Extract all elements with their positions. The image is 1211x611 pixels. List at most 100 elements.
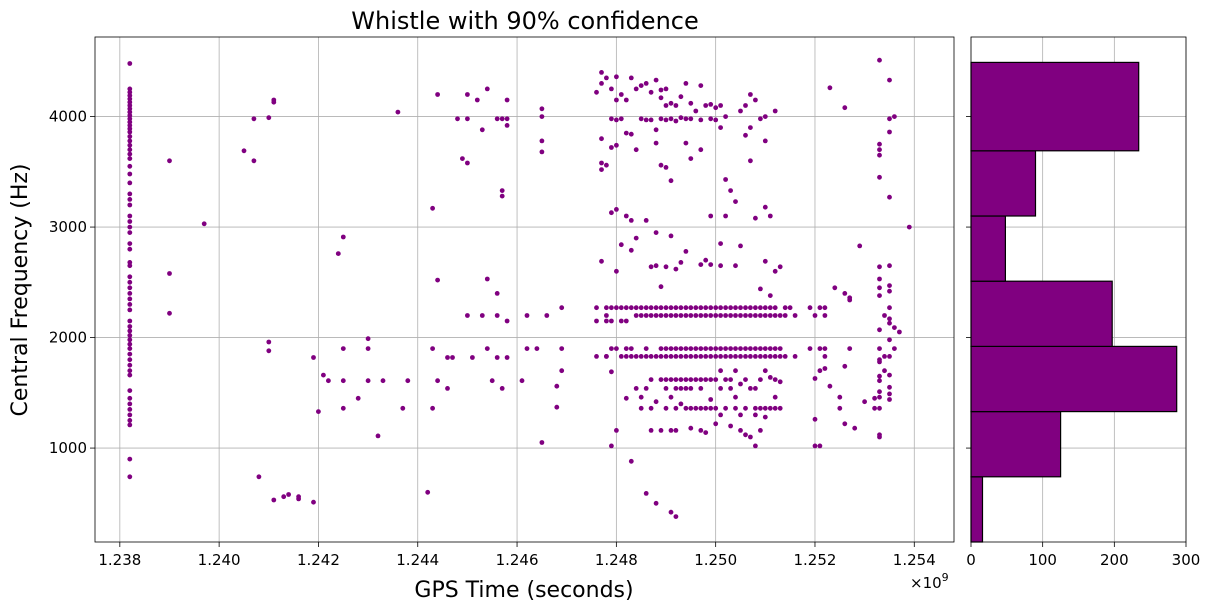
scatter-point <box>638 116 644 122</box>
scatter-point <box>877 264 882 270</box>
scatter-point <box>842 105 848 111</box>
scatter-point <box>479 313 485 318</box>
scatter-point <box>628 346 634 351</box>
scatter-point <box>882 354 887 359</box>
scatter-point <box>494 313 500 318</box>
scatter-point <box>653 77 659 83</box>
scatter-point <box>594 89 599 95</box>
scatter-point <box>718 125 723 130</box>
scatter-point <box>623 213 629 219</box>
scatter-grid <box>95 37 954 542</box>
scatter-point <box>683 305 689 311</box>
scatter-point <box>614 74 619 80</box>
scatter-point <box>758 377 763 382</box>
scatter-point <box>762 138 768 144</box>
scatter-point <box>758 305 763 311</box>
scatter-point <box>762 414 768 420</box>
scatter-point <box>688 156 694 162</box>
scatter-point <box>638 394 644 400</box>
scatter-point <box>678 386 684 391</box>
scatter-point <box>599 70 604 75</box>
scatter-point <box>609 305 614 311</box>
scatter-point <box>663 86 669 92</box>
scatter-point <box>812 313 818 318</box>
scatter-y-ticks: 1000 2000 3000 4000 <box>49 108 95 457</box>
scatter-point <box>340 346 346 351</box>
scatter-point <box>618 92 624 97</box>
scatter-point <box>668 377 674 382</box>
scatter-point <box>266 339 272 345</box>
scatter-point <box>728 423 733 429</box>
scatter-point <box>703 354 709 359</box>
scatter-point <box>777 346 783 351</box>
scatter-point <box>648 305 654 311</box>
scatter-point <box>127 324 133 329</box>
hist-x-tick-label: 0 <box>966 551 976 569</box>
scatter-point <box>643 313 649 318</box>
scatter-point <box>633 235 639 241</box>
scatter-point <box>673 118 679 124</box>
scatter-point <box>633 313 639 318</box>
scatter-point <box>688 100 694 106</box>
scatter-point <box>758 313 763 318</box>
scatter-point <box>683 81 689 86</box>
scatter-point <box>887 354 892 359</box>
scatter-point <box>609 86 614 92</box>
scatter-point <box>127 318 133 324</box>
scatter-point <box>499 188 505 194</box>
scatter-point <box>683 249 689 254</box>
scatter-point <box>887 372 892 378</box>
scatter-point <box>777 379 783 385</box>
scatter-point <box>127 219 133 224</box>
scatter-point <box>127 123 133 128</box>
scatter-point <box>847 346 853 351</box>
scatter-point <box>678 313 684 318</box>
scatter-point <box>609 116 614 122</box>
scatter-point <box>609 145 614 150</box>
scatter-point <box>425 489 431 495</box>
scatter-point <box>703 305 709 311</box>
scatter-point <box>450 355 455 360</box>
scatter-point <box>772 305 778 311</box>
x-tick-label: 1.254 <box>893 551 936 569</box>
scatter-point <box>906 224 912 230</box>
scatter-point <box>355 395 361 401</box>
scatter-point <box>326 378 331 384</box>
scatter-point <box>638 305 644 311</box>
scatter-point <box>877 147 882 153</box>
scatter-point <box>688 405 694 411</box>
scatter-point <box>127 156 133 162</box>
scatter-point <box>623 130 629 136</box>
scatter-point <box>609 346 614 351</box>
scatter-point <box>738 354 743 359</box>
scatter-point <box>127 109 133 115</box>
scatter-point <box>718 313 723 318</box>
scatter-point <box>762 405 768 411</box>
scatter-point <box>286 492 291 497</box>
scatter-point <box>628 354 634 359</box>
histogram-bars <box>970 61 1178 543</box>
scatter-point <box>743 313 748 318</box>
scatter-point <box>668 346 674 351</box>
scatter-point <box>618 116 624 122</box>
scatter-point <box>668 313 674 318</box>
scatter-point <box>877 359 882 365</box>
scatter-point <box>663 103 669 108</box>
scatter-point <box>663 264 669 270</box>
scatter-panel: Whistle with 90% confidence 1.238 1.240 1.… <box>8 7 955 603</box>
scatter-point <box>633 147 639 153</box>
scatter-point <box>882 368 887 374</box>
scatter-point <box>708 377 714 382</box>
scatter-point <box>723 177 728 182</box>
scatter-point <box>678 305 684 311</box>
scatter-point <box>316 409 321 414</box>
scatter-point <box>609 443 614 449</box>
scatter-point <box>698 117 704 123</box>
scatter-point <box>494 291 500 296</box>
scatter-point <box>643 386 649 391</box>
scatter-point <box>897 329 902 335</box>
scatter-point <box>663 165 669 170</box>
scatter-point <box>688 425 694 431</box>
scatter-point <box>599 258 604 264</box>
scatter-point <box>693 305 699 311</box>
